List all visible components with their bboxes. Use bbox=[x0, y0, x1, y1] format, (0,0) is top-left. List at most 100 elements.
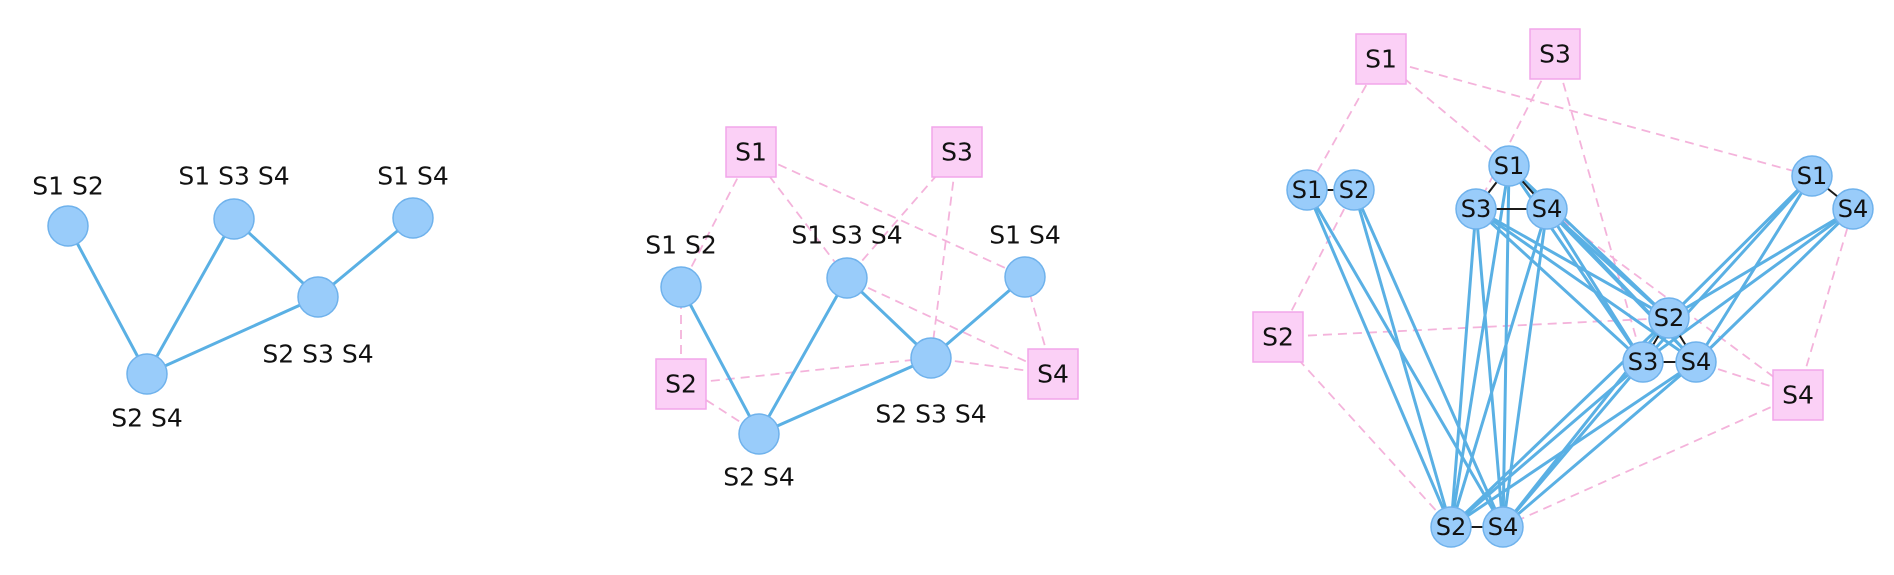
link-s4-e4 bbox=[1502, 394, 1799, 528]
edge-d4-c1 bbox=[1694, 174, 1814, 364]
edge-e4-d4 bbox=[1501, 360, 1698, 529]
node-label-e: S2 S4 bbox=[111, 404, 183, 433]
node-label-a: S1 S2 bbox=[32, 172, 104, 201]
edge-d4-c4 bbox=[1694, 207, 1855, 364]
link-s1-b1 bbox=[1380, 58, 1510, 167]
vertex-label-d3: S3 bbox=[1628, 348, 1659, 376]
link-s1-c bbox=[750, 151, 1026, 278]
square-s4 bbox=[1027, 348, 1079, 400]
square-label-s1: S1 bbox=[1365, 45, 1397, 74]
node-c bbox=[392, 197, 434, 239]
node-c bbox=[1004, 256, 1046, 298]
edge-e-b bbox=[757, 276, 849, 436]
node-label-d: S2 S3 S4 bbox=[875, 400, 986, 429]
square-label-s1: S1 bbox=[735, 138, 767, 167]
vertex-label-b3: S3 bbox=[1461, 195, 1492, 223]
vertex-d4 bbox=[1675, 341, 1717, 383]
square-label-s2: S2 bbox=[665, 370, 697, 399]
square-label-s3: S3 bbox=[1539, 40, 1571, 69]
vertex-b1 bbox=[1488, 145, 1530, 187]
node-label-c: S1 S4 bbox=[989, 221, 1061, 250]
vertex-label-b4: S4 bbox=[1532, 195, 1563, 223]
link-s1-b bbox=[750, 151, 848, 279]
edge-b4-d2 bbox=[1545, 207, 1671, 320]
node-b bbox=[213, 198, 255, 240]
edge-a2-e2 bbox=[1352, 188, 1453, 529]
vertex-label-d4: S4 bbox=[1681, 348, 1712, 376]
vertex-label-e2: S2 bbox=[1436, 513, 1467, 541]
edge-e-d bbox=[757, 356, 933, 436]
square-s1 bbox=[725, 126, 777, 178]
vertex-label-c1: S1 bbox=[1797, 162, 1828, 190]
square-s3 bbox=[1529, 28, 1581, 80]
vertex-c4 bbox=[1832, 188, 1874, 230]
edge-a2-e4 bbox=[1352, 188, 1505, 529]
link-s3-d3 bbox=[1554, 53, 1644, 363]
vertex-e4 bbox=[1482, 506, 1524, 548]
node-e bbox=[126, 353, 168, 395]
edge-a1-e4 bbox=[1305, 188, 1505, 529]
square-label-s2: S2 bbox=[1262, 323, 1294, 352]
edge-e2-b4 bbox=[1449, 207, 1549, 529]
edge-a1-e2 bbox=[1305, 188, 1453, 529]
node-a bbox=[47, 205, 89, 247]
edge-b4-d3 bbox=[1545, 207, 1645, 364]
node-label-c: S1 S4 bbox=[377, 162, 449, 191]
edge-e-b bbox=[145, 217, 236, 376]
node-b bbox=[826, 257, 868, 299]
edge-e4-b4 bbox=[1501, 207, 1549, 529]
vertex-label-e4: S4 bbox=[1488, 513, 1519, 541]
vertex-d3 bbox=[1622, 341, 1664, 383]
node-label-b: S1 S3 S4 bbox=[178, 162, 289, 191]
edge-b3-d4 bbox=[1474, 207, 1698, 364]
link-s2-e2 bbox=[1277, 336, 1452, 528]
node-e bbox=[738, 413, 780, 455]
vertex-a2 bbox=[1333, 169, 1375, 211]
link-s1-c1 bbox=[1380, 58, 1813, 177]
node-label-a: S1 S2 bbox=[645, 231, 717, 260]
link-s2-a2 bbox=[1277, 189, 1355, 338]
square-s2 bbox=[655, 358, 707, 410]
square-s3 bbox=[931, 126, 983, 178]
node-label-b: S1 S3 S4 bbox=[791, 221, 902, 250]
vertex-label-a1: S1 bbox=[1292, 176, 1323, 204]
vertex-label-b1: S1 bbox=[1494, 152, 1525, 180]
edge-e4-d3 bbox=[1501, 360, 1645, 529]
edge-d3-c4 bbox=[1641, 207, 1855, 364]
link-s4-c4 bbox=[1797, 208, 1854, 396]
vertex-label-c4: S4 bbox=[1838, 195, 1869, 223]
node-d bbox=[297, 276, 339, 318]
edge-d2-c1 bbox=[1667, 174, 1814, 320]
link-s4-b bbox=[846, 277, 1054, 375]
vertex-b4 bbox=[1526, 188, 1568, 230]
vertex-label-d2: S2 bbox=[1654, 304, 1685, 332]
edge-e2-b3 bbox=[1449, 207, 1478, 529]
square-s1 bbox=[1355, 33, 1407, 85]
square-s2 bbox=[1252, 311, 1304, 363]
node-label-e: S2 S4 bbox=[723, 463, 795, 492]
node-label-d: S2 S3 S4 bbox=[262, 340, 373, 369]
link-s2-d2 bbox=[1277, 317, 1670, 338]
vertex-b3 bbox=[1455, 188, 1497, 230]
square-s4 bbox=[1772, 369, 1824, 421]
vertex-label-a2: S2 bbox=[1339, 176, 1370, 204]
edge-e4-b3 bbox=[1474, 207, 1505, 529]
link-s3-b bbox=[846, 151, 958, 279]
edge-a-e bbox=[679, 285, 761, 436]
edge-a-e bbox=[66, 224, 149, 376]
vertex-e2 bbox=[1430, 506, 1472, 548]
vertex-a1 bbox=[1286, 169, 1328, 211]
vertex-c1 bbox=[1791, 155, 1833, 197]
node-d bbox=[910, 337, 952, 379]
node-a bbox=[660, 266, 702, 308]
link-s1-a bbox=[680, 151, 752, 288]
edge-e-d bbox=[145, 295, 320, 376]
square-label-s4: S4 bbox=[1037, 360, 1069, 389]
edge-b3-d3 bbox=[1474, 207, 1645, 364]
square-label-s3: S3 bbox=[941, 138, 973, 167]
link-s3-d bbox=[930, 151, 958, 359]
vertex-d2 bbox=[1648, 297, 1690, 339]
link-s1-a1 bbox=[1306, 58, 1382, 191]
